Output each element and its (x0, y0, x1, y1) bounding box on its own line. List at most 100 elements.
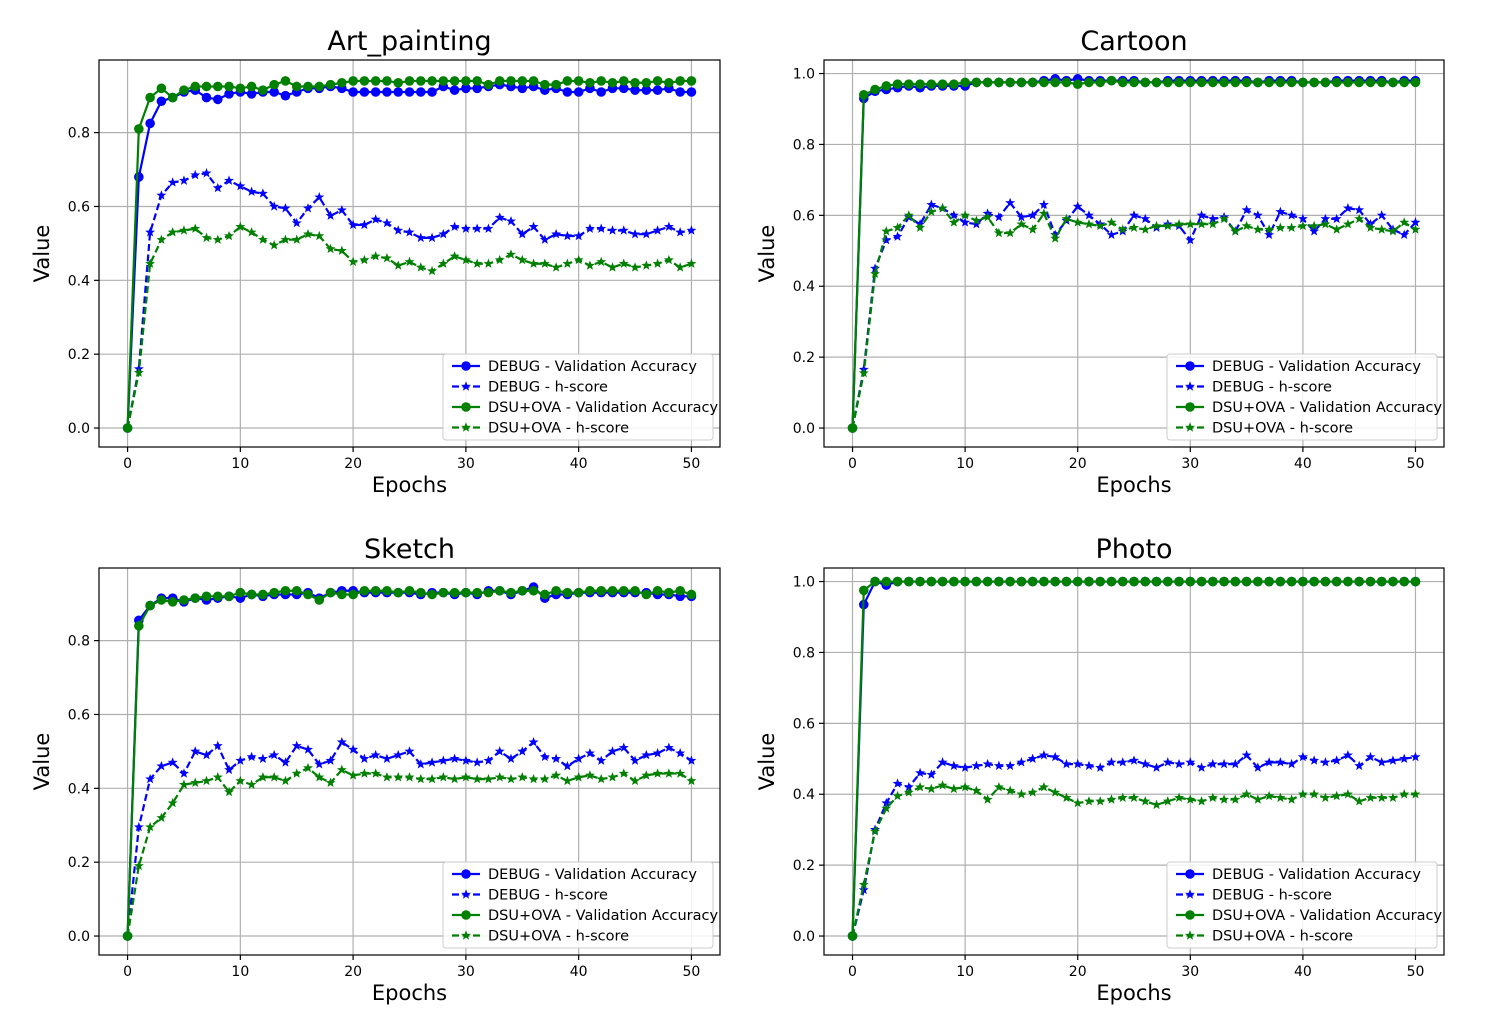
data-point (1253, 576, 1263, 587)
data-point (461, 587, 471, 598)
data-point (858, 90, 869, 100)
data-point (982, 211, 993, 222)
data-point (336, 204, 347, 215)
data-point (675, 262, 686, 272)
data-point (1162, 576, 1173, 587)
data-point (224, 786, 235, 797)
data-point (596, 223, 607, 233)
data-point (1410, 789, 1421, 799)
data-point (881, 803, 892, 813)
data-point (145, 258, 156, 268)
data-point (926, 199, 937, 209)
data-point (427, 265, 437, 276)
data-point (1050, 576, 1060, 587)
data-point (291, 217, 302, 228)
data-point (1286, 758, 1297, 769)
series-4 (122, 762, 697, 941)
data-point (1264, 77, 1274, 88)
data-point (483, 79, 494, 90)
data-point (348, 770, 359, 780)
data-point (190, 777, 201, 787)
data-point (584, 260, 595, 270)
data-point (1241, 220, 1252, 231)
data-point (303, 762, 313, 773)
data-point (596, 256, 607, 267)
data-point (1286, 794, 1297, 804)
data-point (993, 227, 1004, 238)
data-point (948, 760, 959, 771)
data-point (562, 775, 573, 786)
data-point (1399, 753, 1410, 763)
series-3 (847, 75, 1421, 433)
data-point (449, 76, 460, 86)
data-point (675, 585, 685, 596)
data-point (337, 589, 347, 600)
data-point (314, 595, 325, 605)
data-point (1230, 758, 1241, 769)
data-point (494, 746, 505, 756)
data-point (1376, 576, 1387, 587)
data-point (404, 585, 415, 596)
data-point (1399, 789, 1410, 799)
data-point (1219, 213, 1230, 224)
data-point (1038, 750, 1049, 760)
data-point (1196, 219, 1207, 229)
data-point (291, 81, 302, 92)
legend-box (1166, 353, 1438, 441)
series-4 (847, 780, 1421, 941)
data-point (517, 772, 528, 782)
data-point (460, 755, 471, 765)
data-point (483, 755, 494, 765)
data-point (1050, 77, 1060, 88)
data-point (971, 760, 982, 771)
data-point (1072, 758, 1083, 769)
data-point (858, 585, 869, 596)
data-point (881, 226, 892, 236)
data-point (190, 169, 201, 180)
data-point (562, 87, 573, 97)
data-point (1185, 576, 1196, 587)
data-point (460, 254, 471, 265)
data-point (506, 753, 516, 763)
data-point (652, 585, 663, 596)
data-point (370, 768, 381, 778)
data-point (1084, 219, 1094, 229)
legend-label: DSU+OVA - Validation Accuracy (488, 400, 718, 416)
data-point (1129, 77, 1139, 88)
y-tick-label: 0.4 (68, 781, 90, 797)
data-point (201, 232, 212, 243)
data-point (224, 81, 234, 92)
data-point (686, 589, 697, 600)
data-point (1005, 77, 1015, 88)
data-point (1038, 199, 1049, 209)
legend-label: DEBUG - h-score (1212, 888, 1332, 904)
data-point (960, 217, 971, 227)
data-point (201, 591, 212, 602)
data-point (190, 223, 201, 233)
data-point (641, 770, 652, 780)
data-point (1196, 77, 1207, 88)
data-point (427, 757, 437, 767)
data-point (1106, 217, 1117, 227)
data-point (472, 258, 483, 268)
legend-entry: DEBUG - h-score (452, 380, 608, 396)
axes-frame (98, 567, 721, 956)
data-point (246, 779, 257, 789)
data-point (506, 249, 516, 259)
y-axis-label: Value (30, 225, 54, 283)
data-point (1241, 576, 1252, 587)
data-point (179, 595, 189, 605)
data-point (528, 221, 539, 231)
data-point (1207, 213, 1218, 224)
series-2 (847, 750, 1421, 941)
data-point (1343, 576, 1353, 587)
data-point (675, 76, 685, 86)
data-point (1252, 210, 1263, 220)
data-point (1297, 213, 1308, 224)
data-point (179, 768, 189, 778)
y-tick-label: 1.0 (793, 67, 815, 83)
data-point (960, 576, 970, 587)
data-point (393, 587, 404, 598)
data-point (224, 89, 234, 99)
data-point (404, 256, 415, 267)
